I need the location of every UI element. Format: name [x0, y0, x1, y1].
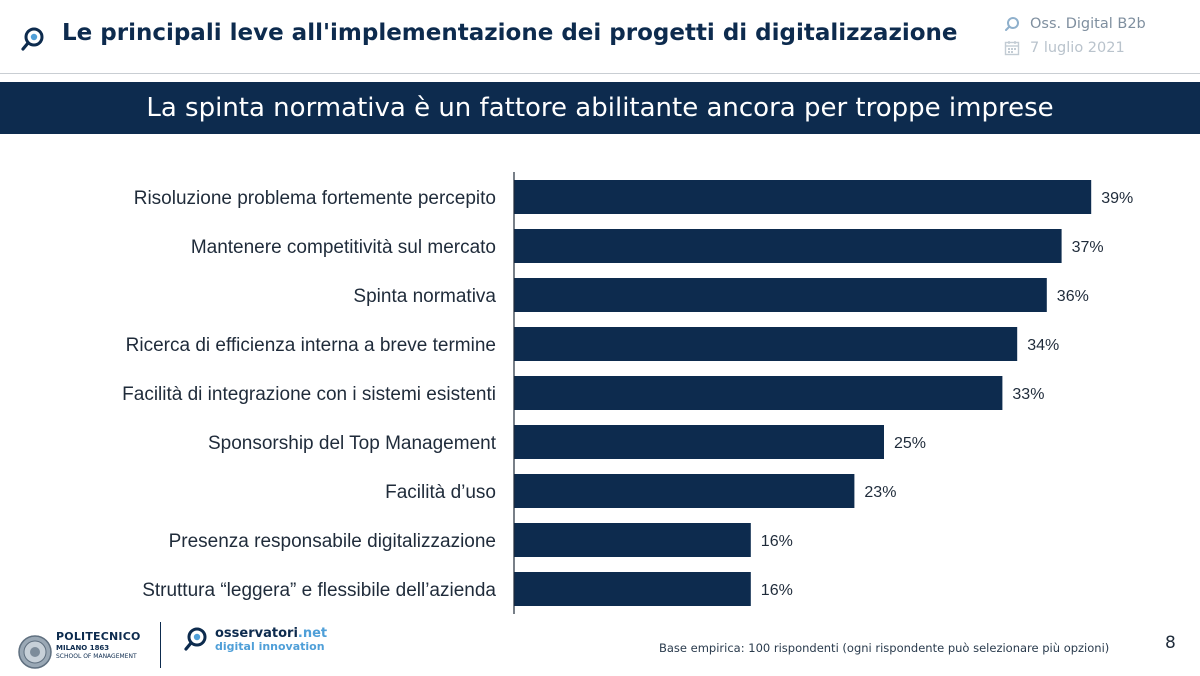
- value-label: 16%: [761, 533, 793, 550]
- category-label: Presenza responsabile digitalizzazione: [169, 531, 496, 552]
- bar: [514, 425, 884, 459]
- value-label: 36%: [1057, 288, 1089, 305]
- magnifier-logo-icon: [21, 27, 44, 51]
- source-row: Oss. Digital B2b: [1004, 12, 1146, 36]
- value-label: 16%: [761, 582, 793, 599]
- bar: [514, 229, 1062, 263]
- bar: [514, 523, 751, 557]
- footer-divider: [160, 622, 161, 668]
- bar: [514, 180, 1092, 214]
- value-label: 25%: [894, 435, 926, 452]
- date-label: 7 luglio 2021: [1030, 40, 1125, 56]
- value-label: 33%: [1012, 386, 1044, 403]
- polimi-school: SCHOOL OF MANAGEMENT: [56, 653, 137, 660]
- category-label: Facilità di integrazione con i sistemi e…: [122, 384, 496, 405]
- category-label: Spinta normativa: [353, 286, 496, 307]
- slide-meta: Oss. Digital B2b 7 luglio 2021: [1004, 12, 1146, 60]
- value-label: 23%: [864, 484, 896, 501]
- osservatori-logo-text: osservatori.net digital innovation: [215, 627, 327, 653]
- calendar-icon: [1004, 41, 1020, 56]
- osservatori-tld: .net: [297, 626, 328, 641]
- value-label: 34%: [1027, 337, 1059, 354]
- bar: [514, 376, 1003, 410]
- osservatori-name: osservatori: [215, 626, 298, 641]
- magnifier-icon: [1005, 17, 1019, 31]
- slide-title: Le principali leve all'implementazione d…: [62, 20, 958, 46]
- subtitle-banner: La spinta normativa è un fattore abilita…: [0, 82, 1200, 134]
- bar: [514, 327, 1018, 361]
- bar: [514, 474, 855, 508]
- page-number: 8: [1165, 633, 1176, 653]
- value-label: 37%: [1072, 239, 1104, 256]
- polimi-logo-text: POLITECNICO MILANO 1863 SCHOOL OF MANAGE…: [56, 630, 141, 660]
- bar: [514, 572, 751, 606]
- bar-chart: Risoluzione problema fortemente percepit…: [122, 172, 1133, 614]
- value-label: 39%: [1101, 190, 1133, 207]
- source-label: Oss. Digital B2b: [1030, 16, 1146, 32]
- category-label: Sponsorship del Top Management: [208, 433, 497, 454]
- sample-note: Base empirica: 100 rispondenti (ogni ris…: [659, 641, 1110, 655]
- date-row: 7 luglio 2021: [1004, 36, 1146, 60]
- header-divider: [0, 73, 1200, 74]
- bar: [514, 278, 1047, 312]
- category-label: Struttura “leggera” e flessibile dell’az…: [142, 580, 496, 601]
- category-label: Mantenere competitività sul mercato: [191, 237, 496, 258]
- category-label: Ricerca di efficienza interna a breve te…: [126, 335, 496, 356]
- category-label: Risoluzione problema fortemente percepit…: [134, 188, 496, 209]
- category-label: Facilità d’uso: [385, 482, 496, 503]
- polimi-seal-icon: [18, 635, 52, 669]
- slide-header: Le principali leve all'implementazione d…: [0, 0, 1200, 74]
- polimi-name: POLITECNICO: [56, 630, 141, 643]
- osservatori-tagline: digital innovation: [215, 640, 325, 653]
- polimi-city: MILANO 1863: [56, 644, 110, 652]
- osservatori-logo-icon: [184, 627, 207, 651]
